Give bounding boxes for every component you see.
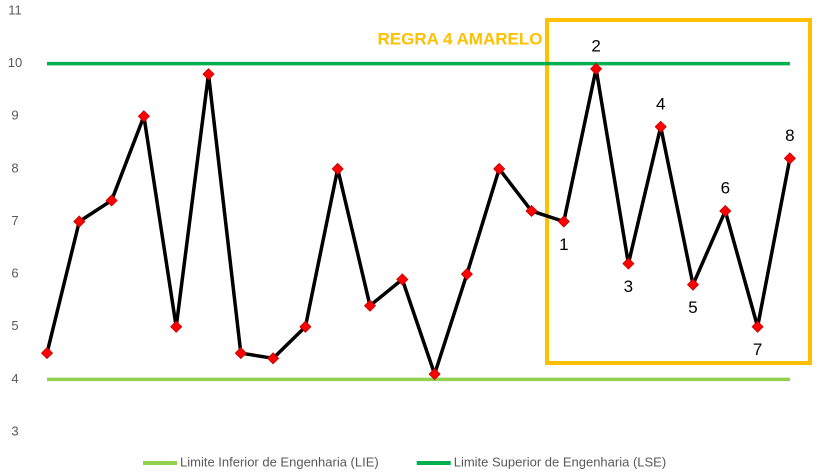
data-point: [331, 162, 344, 175]
y-tick-label: 6: [11, 266, 18, 281]
annotation: REGRA 4 AMARELO: [378, 29, 543, 48]
data-point: [751, 320, 764, 333]
point-label: 8: [785, 126, 794, 145]
data-point: [396, 273, 409, 286]
data-point: [170, 320, 183, 333]
y-tick-label: 11: [8, 2, 22, 17]
data-point: [590, 62, 603, 75]
y-tick-label: 10: [8, 55, 22, 70]
data-point: [783, 152, 796, 165]
data-point: [267, 352, 280, 365]
y-tick-label: 5: [11, 318, 18, 333]
data-point: [105, 194, 118, 207]
data-point: [137, 110, 150, 123]
y-tick-label: 3: [11, 423, 18, 438]
y-tick-label: 4: [11, 371, 18, 386]
data-point: [73, 215, 86, 228]
point-label: 1: [559, 235, 568, 254]
y-tick-label: 7: [11, 213, 18, 228]
data-point: [525, 204, 538, 218]
data-point: [363, 299, 377, 312]
data-point: [428, 368, 441, 381]
series-line: [45, 67, 792, 376]
data-point: [460, 268, 473, 281]
highlight-box: [545, 18, 812, 365]
point-label: 3: [624, 277, 633, 296]
point-label: 7: [753, 340, 762, 359]
data-point: [493, 162, 506, 175]
data-point: [557, 215, 570, 228]
data-point: [719, 204, 732, 218]
point-label: 5: [688, 298, 697, 317]
data-point: [299, 320, 312, 333]
data-point: [686, 278, 700, 291]
data-point: [202, 68, 215, 81]
legend-label: Limite Superior de Engenharia (LSE): [454, 454, 666, 469]
point-label: 2: [591, 36, 600, 55]
data-point: [654, 120, 667, 133]
data-point: [234, 346, 247, 360]
y-tick-label: 8: [11, 160, 18, 175]
y-tick-label: 9: [11, 108, 18, 123]
point-label: 4: [656, 94, 665, 113]
point-label: 6: [721, 178, 730, 197]
data-point: [622, 257, 635, 270]
data-point: [40, 346, 54, 360]
legend-label: Limite Inferior de Engenharia (LIE): [180, 454, 379, 469]
